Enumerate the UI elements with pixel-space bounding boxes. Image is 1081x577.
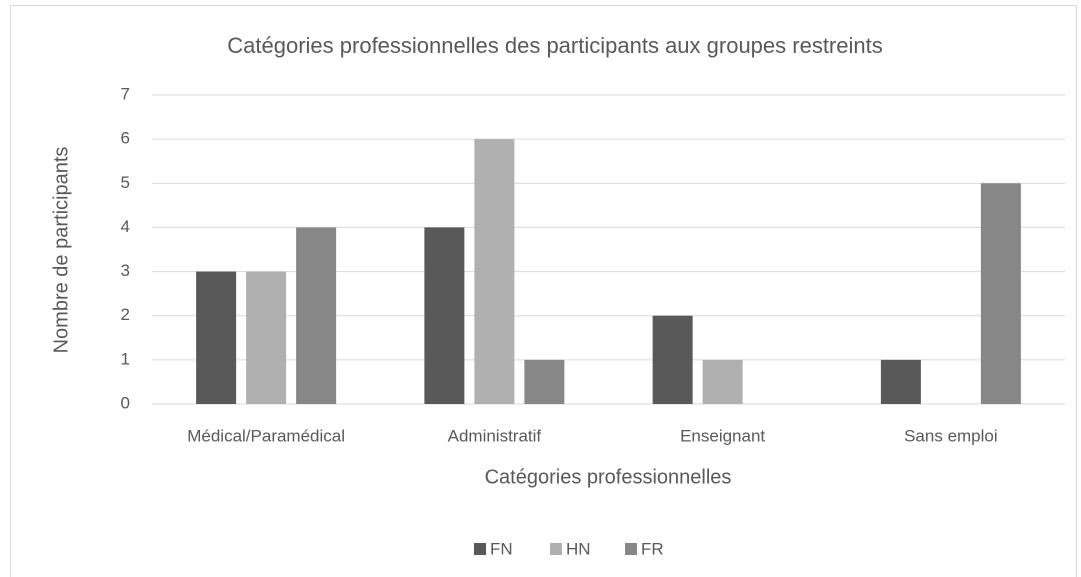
bar [980,183,1021,404]
bar [296,227,337,404]
chart-title: Catégories professionnelles des particip… [227,33,882,58]
bar [880,359,921,404]
bar [424,227,465,404]
legend-swatch [625,543,637,555]
legend-label: HN [566,539,591,558]
y-tick-label: 2 [121,305,130,324]
y-axis-title: Nombre de participants [50,147,72,354]
legend-label: FR [641,539,664,558]
bar [524,359,565,404]
legend-swatch [474,543,486,555]
y-tick-label: 0 [121,393,130,412]
y-tick-label: 3 [121,261,130,280]
bar [702,359,743,404]
y-tick-label: 1 [121,349,130,368]
legend-swatch [550,543,562,555]
x-tick-label: Sans emploi [904,426,998,445]
legend-label: FN [490,539,513,558]
y-tick-label: 6 [121,129,130,148]
y-tick-label: 7 [121,84,130,103]
bar [474,139,515,404]
y-tick-label: 4 [121,217,130,236]
bar [196,271,237,404]
x-axis-title: Catégories professionnelles [485,466,732,488]
x-tick-label: Enseignant [680,426,765,445]
bar [246,271,287,404]
x-tick-label: Médical/Paramédical [187,426,345,445]
bar [652,315,693,404]
y-tick-label: 5 [121,173,130,192]
x-tick-label: Administratif [448,426,542,445]
chart-frame [10,5,1077,577]
